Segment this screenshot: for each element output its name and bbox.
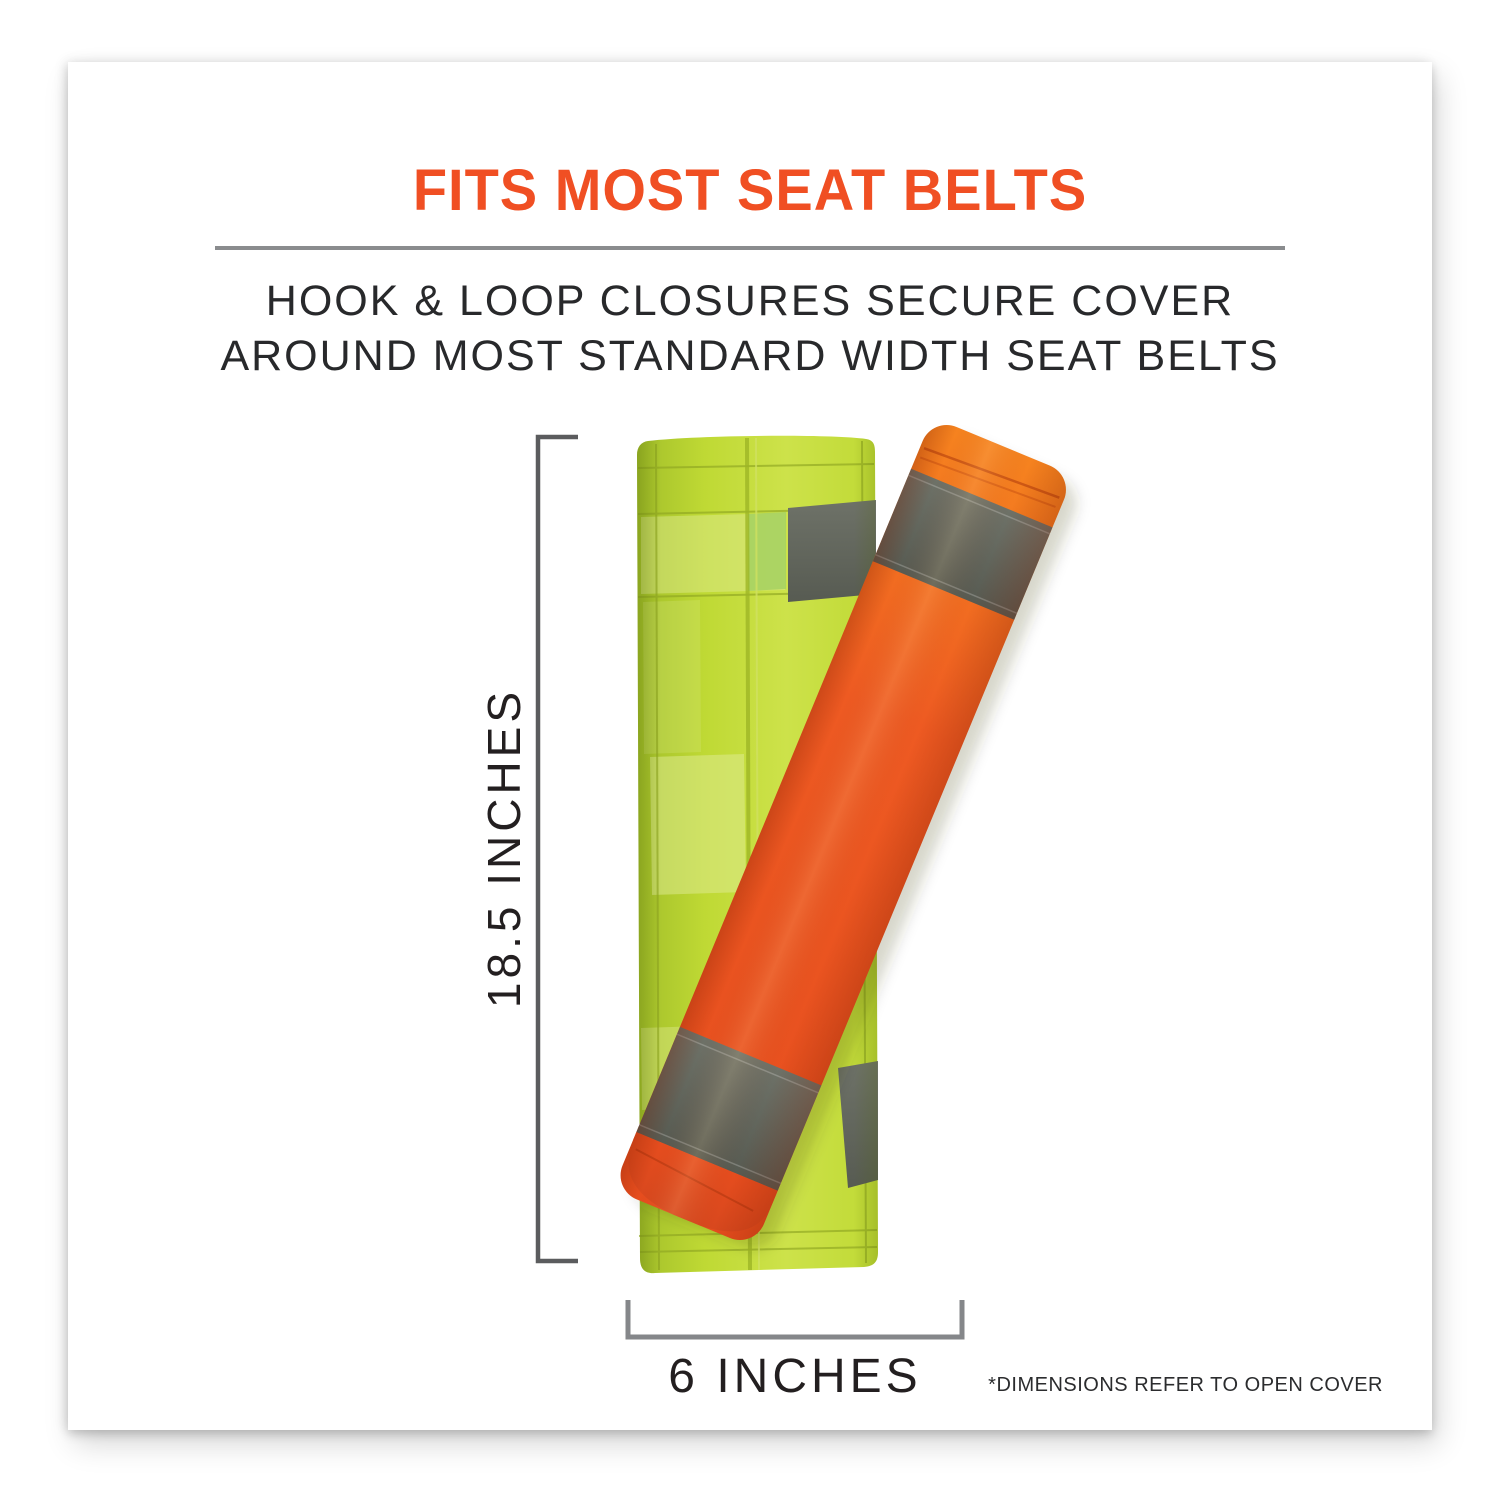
height-dimension-label: 18.5 INCHES <box>478 687 530 1009</box>
orange-seat-belt-cover <box>620 425 1066 1241</box>
orange-cover-shading <box>620 425 1066 1241</box>
height-dimension-bracket <box>535 434 578 1264</box>
page-title-text: FITS MOST SEAT BELTS <box>412 156 1088 223</box>
width-dimension-label: 6 INCHES <box>668 1350 922 1403</box>
subtitle-line-1: HOOK & LOOP CLOSURES SECURE COVER <box>265 277 1235 325</box>
subtitle: HOOK & LOOP CLOSURES SECURE COVER AROUND… <box>68 274 1432 384</box>
width-dimension-bracket <box>625 1300 965 1340</box>
subtitle-line-2: AROUND MOST STANDARD WIDTH SEAT BELTS <box>220 332 1280 380</box>
title-divider <box>215 246 1285 250</box>
dimensions-footnote: *DIMENSIONS REFER TO OPEN COVER <box>988 1374 1383 1396</box>
page-title: FITS MOST SEAT BELTS <box>68 156 1432 223</box>
